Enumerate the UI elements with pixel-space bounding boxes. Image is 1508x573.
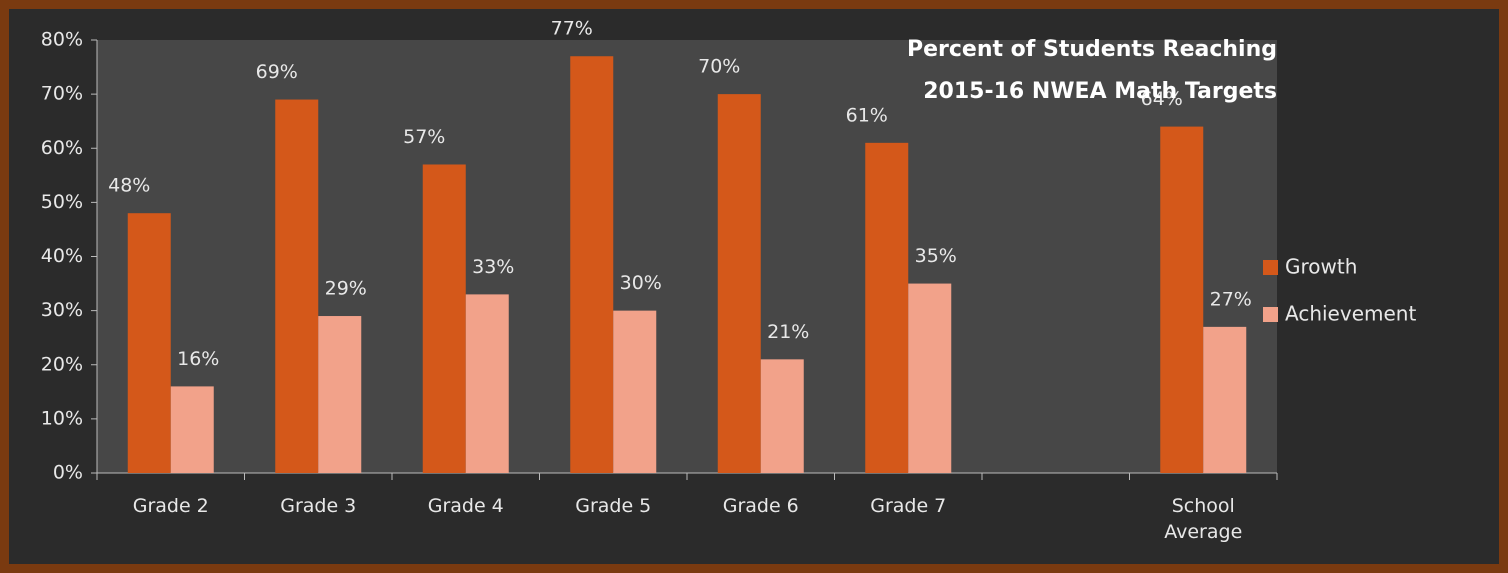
data-label: 77% — [551, 18, 593, 40]
x-tick-label: Grade 4 — [427, 495, 504, 517]
bar — [760, 359, 804, 473]
bar — [717, 94, 761, 473]
y-tick-label: 40% — [41, 245, 83, 267]
bar — [465, 294, 509, 473]
bar — [318, 316, 362, 473]
bar — [1203, 326, 1247, 473]
y-tick-label: 60% — [41, 137, 83, 159]
bar — [613, 310, 657, 473]
legend-swatch — [1263, 307, 1278, 322]
data-label: 61% — [846, 104, 888, 126]
chart-title: Percent of Students Reaching — [907, 37, 1277, 62]
y-tick-label: 20% — [41, 353, 83, 375]
bar — [1160, 126, 1204, 473]
y-tick-label: 10% — [41, 407, 83, 429]
data-label: 35% — [915, 245, 957, 267]
chart-title: 2015-16 NWEA Math Targets — [923, 79, 1277, 104]
x-tick-label: Grade 3 — [280, 495, 357, 517]
y-tick-label: 70% — [41, 83, 83, 105]
data-label: 70% — [698, 56, 740, 78]
data-label: 33% — [472, 256, 514, 278]
x-tick-label: Grade 7 — [870, 495, 947, 517]
x-tick-label: School Average — [1164, 495, 1243, 543]
bar — [865, 142, 909, 473]
legend-swatch — [1263, 260, 1278, 275]
bar — [908, 283, 952, 473]
bar — [127, 213, 171, 473]
data-label: 64% — [1141, 88, 1183, 110]
x-tick-label: Grade 6 — [722, 495, 799, 517]
bar — [570, 56, 614, 474]
data-label: 69% — [256, 61, 298, 83]
data-label: 27% — [1210, 288, 1252, 310]
data-label: 21% — [767, 321, 809, 343]
data-label: 57% — [403, 126, 445, 148]
x-tick-label: Grade 5 — [575, 495, 652, 517]
bar — [422, 164, 466, 474]
data-label: 48% — [108, 175, 150, 197]
legend-label: Growth — [1285, 255, 1357, 279]
y-tick-label: 50% — [41, 191, 83, 213]
bar — [170, 386, 214, 473]
data-label: 29% — [325, 278, 367, 300]
data-label: 30% — [620, 272, 662, 294]
y-tick-label: 30% — [41, 299, 83, 321]
x-tick-label: Grade 2 — [132, 495, 209, 517]
plot-area — [97, 40, 1277, 473]
y-tick-label: 80% — [41, 29, 83, 51]
data-label: 16% — [177, 348, 219, 370]
legend-label: Achievement — [1285, 302, 1416, 326]
y-tick-label: 0% — [53, 462, 83, 484]
bar — [275, 99, 319, 473]
